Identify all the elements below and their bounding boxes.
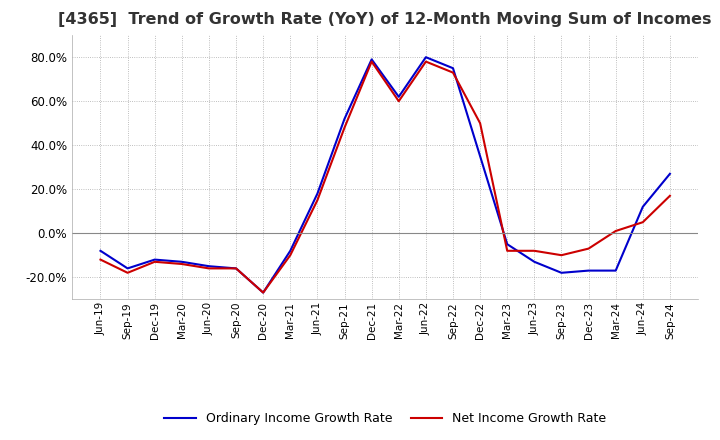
- Ordinary Income Growth Rate: [503, 242, 511, 247]
- Ordinary Income Growth Rate: [313, 191, 322, 196]
- Ordinary Income Growth Rate: [286, 248, 294, 253]
- Net Income Growth Rate: [341, 125, 349, 130]
- Net Income Growth Rate: [286, 253, 294, 258]
- Ordinary Income Growth Rate: [530, 259, 539, 264]
- Net Income Growth Rate: [557, 253, 566, 258]
- Ordinary Income Growth Rate: [557, 270, 566, 275]
- Line: Ordinary Income Growth Rate: Ordinary Income Growth Rate: [101, 57, 670, 293]
- Net Income Growth Rate: [232, 266, 240, 271]
- Ordinary Income Growth Rate: [395, 94, 403, 99]
- Ordinary Income Growth Rate: [96, 248, 105, 253]
- Net Income Growth Rate: [421, 59, 430, 64]
- Ordinary Income Growth Rate: [421, 55, 430, 60]
- Net Income Growth Rate: [584, 246, 593, 251]
- Ordinary Income Growth Rate: [584, 268, 593, 273]
- Net Income Growth Rate: [639, 220, 647, 225]
- Net Income Growth Rate: [123, 270, 132, 275]
- Ordinary Income Growth Rate: [123, 266, 132, 271]
- Net Income Growth Rate: [150, 259, 159, 264]
- Net Income Growth Rate: [665, 193, 674, 198]
- Net Income Growth Rate: [178, 261, 186, 267]
- Ordinary Income Growth Rate: [449, 66, 457, 71]
- Line: Net Income Growth Rate: Net Income Growth Rate: [101, 62, 670, 293]
- Net Income Growth Rate: [476, 121, 485, 126]
- Ordinary Income Growth Rate: [204, 264, 213, 269]
- Ordinary Income Growth Rate: [665, 171, 674, 176]
- Net Income Growth Rate: [503, 248, 511, 253]
- Net Income Growth Rate: [96, 257, 105, 262]
- Net Income Growth Rate: [367, 59, 376, 64]
- Net Income Growth Rate: [259, 290, 268, 295]
- Ordinary Income Growth Rate: [476, 154, 485, 159]
- Ordinary Income Growth Rate: [232, 266, 240, 271]
- Ordinary Income Growth Rate: [611, 268, 620, 273]
- Net Income Growth Rate: [611, 228, 620, 234]
- Ordinary Income Growth Rate: [178, 259, 186, 264]
- Ordinary Income Growth Rate: [259, 290, 268, 295]
- Ordinary Income Growth Rate: [150, 257, 159, 262]
- Net Income Growth Rate: [313, 198, 322, 203]
- Ordinary Income Growth Rate: [367, 57, 376, 62]
- Title: [4365]  Trend of Growth Rate (YoY) of 12-Month Moving Sum of Incomes: [4365] Trend of Growth Rate (YoY) of 12-…: [58, 12, 712, 27]
- Ordinary Income Growth Rate: [639, 204, 647, 209]
- Net Income Growth Rate: [395, 99, 403, 104]
- Ordinary Income Growth Rate: [341, 116, 349, 121]
- Net Income Growth Rate: [449, 70, 457, 75]
- Net Income Growth Rate: [530, 248, 539, 253]
- Net Income Growth Rate: [204, 266, 213, 271]
- Legend: Ordinary Income Growth Rate, Net Income Growth Rate: Ordinary Income Growth Rate, Net Income …: [159, 407, 611, 430]
